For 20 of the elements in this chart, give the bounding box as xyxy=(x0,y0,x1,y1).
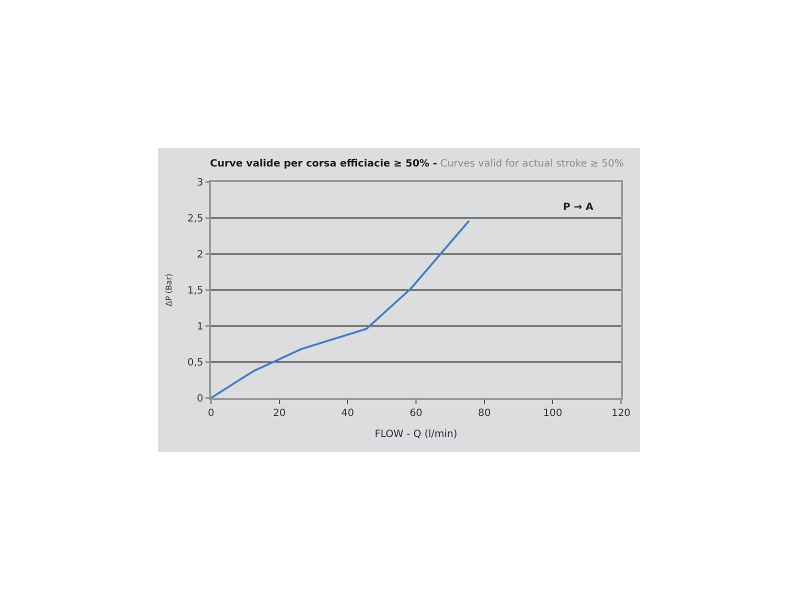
y-axis-title: ΔP (Bar) xyxy=(164,274,174,306)
x-tick-label: 20 xyxy=(272,408,286,419)
x-tick-label: 100 xyxy=(543,408,562,419)
x-tick-label: 120 xyxy=(611,408,631,419)
y-tick-label: 2 xyxy=(196,250,204,260)
y-tick-label: 1,5 xyxy=(187,286,204,296)
x-tick-label: 80 xyxy=(478,408,491,419)
chart-title: Curve valide per corsa efficiacie ≥ 50% - xyxy=(210,158,438,170)
y-tick-label: 0,5 xyxy=(187,358,204,368)
line-series xyxy=(211,220,470,398)
y-tick-label: 0 xyxy=(196,394,204,404)
x-axis-title: FLOW - Q (l/min) xyxy=(374,428,458,440)
x-tick-label: 0 xyxy=(208,408,214,419)
y-tick-label: 1 xyxy=(196,322,204,332)
y-tick-label: 3 xyxy=(196,178,204,188)
x-tick-label: 40 xyxy=(341,408,354,419)
chart-subtitle: Curves valid for actual stroke ≥ 50% xyxy=(440,158,624,170)
y-tick-label: 2,5 xyxy=(187,214,204,224)
x-tick-label: 60 xyxy=(410,408,422,419)
annotation: P → A xyxy=(563,202,594,213)
